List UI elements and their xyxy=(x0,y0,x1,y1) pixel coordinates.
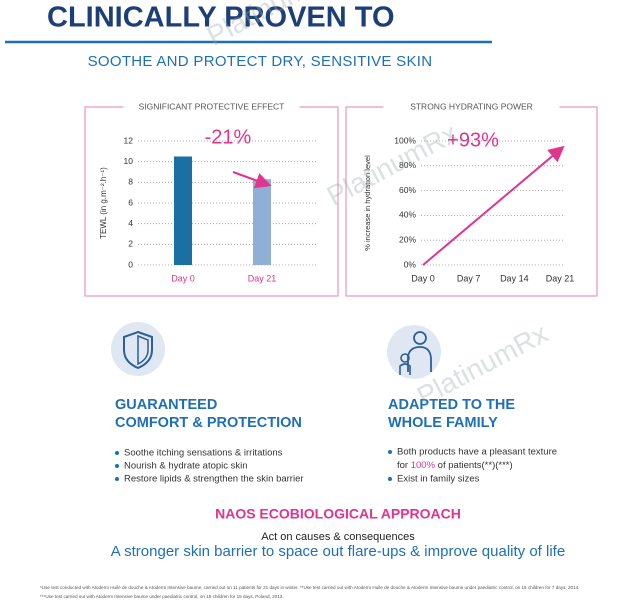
y-tick-label: 8 xyxy=(128,177,133,187)
feature-heading: GUARANTEED xyxy=(115,397,217,413)
bullet-dot xyxy=(388,477,392,481)
watermark: PlatinumRx xyxy=(322,117,463,212)
feature-heading: ADAPTED TO THE xyxy=(388,397,515,413)
bullet-dot xyxy=(388,450,392,454)
charts: SIGNIFICANT PROTECTIVE EFFECT TEWL (in g.… xyxy=(99,101,574,283)
bullet-highlight: 100% xyxy=(411,460,436,471)
annotation: +93% xyxy=(447,129,499,151)
bullet: Soothe itching sensations & irritations xyxy=(124,448,283,459)
feature-heading: COMFORT & PROTECTION xyxy=(115,415,302,431)
approach-subtitle: Act on causes & consequences xyxy=(261,531,415,543)
y-tick-label: 20% xyxy=(399,234,416,244)
chart-title: STRONG HYDRATING POWER xyxy=(410,101,533,111)
bullet: Exist in family sizes xyxy=(397,474,480,485)
y-tick-label: 40% xyxy=(399,210,416,220)
title-bg xyxy=(383,101,560,113)
subtitle: SOOTHE AND PROTECT DRY, SENSITIVE SKIN xyxy=(88,53,433,70)
family-shape xyxy=(399,363,411,375)
chart-title: SIGNIFICANT PROTECTIVE EFFECT xyxy=(139,101,285,111)
family-icon xyxy=(387,325,441,379)
feature-heading: WHOLE FAMILY xyxy=(388,415,498,431)
bar xyxy=(174,156,192,265)
footnote: *Use test conducted with Atoderm Huile d… xyxy=(40,585,579,590)
title-bg xyxy=(123,101,300,113)
bullet-dot xyxy=(115,464,119,468)
bullet-dot xyxy=(115,451,119,455)
x-tick-label: Day 7 xyxy=(457,273,481,283)
y-tick-label: 60% xyxy=(399,185,416,195)
y-tick-label: 80% xyxy=(399,160,416,170)
bullet-dot xyxy=(115,477,119,481)
y-tick-label: 0% xyxy=(404,259,417,269)
decrease-arrow xyxy=(232,171,272,189)
footnote: ***Use test carried out with Atoderm Int… xyxy=(40,594,284,599)
y-tick-label: 100% xyxy=(394,135,416,145)
bullet: Restore lipids & strengthen the skin bar… xyxy=(124,474,304,485)
bar xyxy=(253,179,271,265)
shield-shape xyxy=(123,330,153,370)
approach-tagline: A stronger skin barrier to space out fla… xyxy=(111,543,565,560)
bullet: Both products have a pleasant texture xyxy=(397,447,557,458)
x-tick-label: Day 0 xyxy=(171,273,195,283)
main-title: CLINICALLY PROVEN TO xyxy=(47,2,395,34)
family-shape xyxy=(407,346,432,372)
y-tick-label: 0 xyxy=(128,259,133,269)
bullet-text: for xyxy=(397,460,411,471)
y-tick-label: 4 xyxy=(128,218,133,228)
y-tick-label: 2 xyxy=(128,239,133,249)
family-shape xyxy=(400,353,410,363)
x-tick-label: Day 21 xyxy=(546,273,575,283)
shield-shape xyxy=(137,334,149,366)
bullet-text: of patients(**)(***) xyxy=(435,460,513,471)
y-tick-label: 6 xyxy=(128,197,133,207)
bullet: Nourish & hydrate atopic skin xyxy=(124,461,248,472)
family-shape xyxy=(413,331,427,345)
y-axis-label: % increase in hydration level xyxy=(363,155,372,251)
x-tick-label: Day 0 xyxy=(411,273,435,283)
bullet: for 100% of patients(**)(***) xyxy=(397,460,513,471)
x-tick-label: Day 14 xyxy=(500,273,529,283)
approach-title: NAOS ECOBIOLOGICAL APPROACH xyxy=(215,506,461,522)
y-axis-label: TEWL (in g.m⁻².h⁻¹) xyxy=(99,167,108,239)
y-tick-label: 12 xyxy=(124,135,134,145)
annotation: -21% xyxy=(205,126,252,148)
line xyxy=(422,145,565,266)
x-tick-label: Day 21 xyxy=(248,273,277,283)
y-tick-label: 10 xyxy=(124,156,134,166)
